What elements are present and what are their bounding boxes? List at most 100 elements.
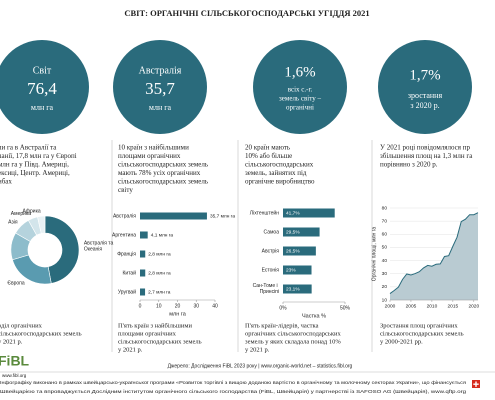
- source: Джерело: Дослідження FiBL 2023 року | ww…: [168, 363, 353, 369]
- y-tick-label: 10: [382, 297, 388, 303]
- circle-text: всіх с.-г.: [288, 86, 313, 94]
- donut-slice: [37, 215, 46, 234]
- panel-text: ибах: [0, 178, 12, 186]
- bar: [283, 208, 335, 218]
- value-label: 35,7 млн га: [210, 213, 235, 219]
- panel-text: світу: [118, 186, 133, 194]
- x-tick-label: 50%: [340, 305, 351, 311]
- panel-caption: у 2021 р.: [245, 346, 270, 353]
- y-tick-label: 80: [382, 205, 388, 211]
- highlight-circle: [378, 40, 472, 134]
- title: СВІТ: ОРГАНІЧНІ СІЛЬСЬКОГОСПОДАРСЬКІ УГІ…: [124, 8, 369, 18]
- panel-caption: площами органічних: [118, 330, 177, 337]
- y-axis-label: Органічні площі, млн га: [371, 227, 377, 282]
- y-tick-label: 30: [382, 271, 388, 277]
- panel-text: органічне виробництво: [245, 178, 315, 186]
- panel-text: земель, зайнятих під: [245, 169, 307, 177]
- circle-text: земель світу –: [279, 95, 321, 103]
- y-tick-label: 70: [382, 218, 388, 224]
- x-tick-label: 2015: [448, 303, 459, 309]
- category-label: Австралія: [113, 213, 136, 219]
- panel-text: мають 78% усіх органічних: [118, 169, 201, 177]
- panel-caption: сільськогосподарських земель: [380, 330, 464, 337]
- category-label: Ліхтенштейн: [250, 209, 279, 216]
- bar: [140, 250, 146, 258]
- label-line: Сан-Томе і: [253, 283, 279, 289]
- x-tick-label: 2000: [385, 303, 396, 309]
- y-tick-label: 60: [382, 232, 388, 238]
- y-tick-label: 40: [382, 258, 388, 264]
- category-label: Аргентина: [112, 232, 136, 238]
- x-axis-label: Частка %: [302, 313, 326, 319]
- value-label: 4,1 млн га: [151, 232, 174, 238]
- circle-text: 1,6%: [284, 64, 315, 80]
- panel-caption: сільськогосподарських земель: [0, 330, 82, 337]
- value-label: 2,8 млн га: [148, 270, 171, 276]
- value-label: 29,5%: [286, 229, 300, 235]
- x-tick-label: 2005: [406, 303, 417, 309]
- circle-text: млн га: [149, 103, 172, 112]
- bar: [283, 246, 316, 256]
- value-label: 2,8 млн га: [148, 251, 171, 257]
- slice-label: Європа: [7, 281, 25, 287]
- label-line: Принсіпі: [260, 289, 279, 295]
- slice-label: Австралія та Океанія: [84, 241, 115, 253]
- panel-text: 10 країн з найбільшими: [118, 144, 189, 152]
- category-label: Уругвай: [118, 288, 136, 295]
- bar: [283, 265, 312, 275]
- panel-text: сільськогосподарських земель: [118, 178, 208, 186]
- circle-text: органічні: [286, 104, 314, 112]
- panel-text: млн га у Півд. Америці,: [0, 161, 69, 169]
- value-label: 26,5%: [286, 248, 300, 254]
- x-tick-label: 0: [139, 303, 142, 309]
- x-tick-label: 20: [175, 303, 181, 309]
- panel-caption: органічних сільськогосподарських: [245, 330, 342, 337]
- swiss-cross: [473, 381, 479, 387]
- category-label: Франція: [117, 251, 136, 257]
- x-tick-label: 30: [193, 303, 199, 309]
- panel-caption: Зростання площ органічних: [380, 322, 458, 329]
- panel-text: У 2021 році повідомлялося пр: [380, 144, 470, 152]
- x-tick-label: 2020: [468, 303, 479, 309]
- circle-text: млн га: [31, 103, 54, 112]
- highlight-circle: [0, 40, 89, 134]
- value-label: 23,1%: [286, 286, 300, 292]
- panel-text: ексиці, Центр. Америці,: [0, 169, 70, 177]
- panel-caption: П'ять країн-лідерів, частка: [245, 322, 319, 329]
- value-label: 23%: [286, 267, 296, 273]
- category-label: Естонія: [262, 267, 280, 273]
- label-line: Австралія та: [84, 241, 115, 247]
- x-axis-label: млн га: [169, 311, 186, 317]
- value-label: 2,7 млн га: [148, 289, 171, 295]
- circle-text: 76,4: [27, 79, 57, 98]
- highlight-circle: [113, 40, 207, 134]
- bar: [283, 227, 320, 237]
- panel-text: площами органічних: [118, 152, 181, 160]
- panel-text: порівняно з 2020 р.: [380, 161, 438, 169]
- x-tick-label: 10: [156, 303, 162, 309]
- x-tick-label: 0%: [279, 305, 287, 311]
- slice-label: Америка: [11, 211, 31, 217]
- slice-label: Азія: [8, 220, 18, 226]
- circle-text: зростання: [408, 91, 443, 100]
- highlight-circle: [253, 40, 347, 134]
- bar: [140, 269, 146, 277]
- line: [389, 212, 479, 294]
- panel-text: збільшення площ на 1,3 млн га: [380, 152, 473, 160]
- logo: FiBL: [0, 353, 30, 369]
- panel-text: 10% або більше: [245, 152, 292, 160]
- circle-text: Австралія: [139, 65, 182, 76]
- label-line: Океанія: [84, 247, 103, 253]
- panel-caption: земель у яких складала понад 10%: [245, 338, 341, 345]
- bar: [140, 288, 146, 296]
- panel-caption: у 2021 р.: [0, 338, 23, 345]
- circle-text: 1,7%: [409, 67, 440, 83]
- panel-text: сільськогосподарських: [245, 161, 314, 169]
- panel-caption: сільськогосподарських земель: [118, 338, 202, 345]
- panel-caption: П'ять країн з найбільшими: [118, 322, 192, 329]
- circle-text: Світ: [33, 65, 52, 76]
- y-tick-label: 20: [382, 284, 388, 290]
- footer-note: Швейцарією та впроваджується Дослідним і…: [0, 388, 467, 394]
- circle-text: 35,7: [145, 79, 175, 98]
